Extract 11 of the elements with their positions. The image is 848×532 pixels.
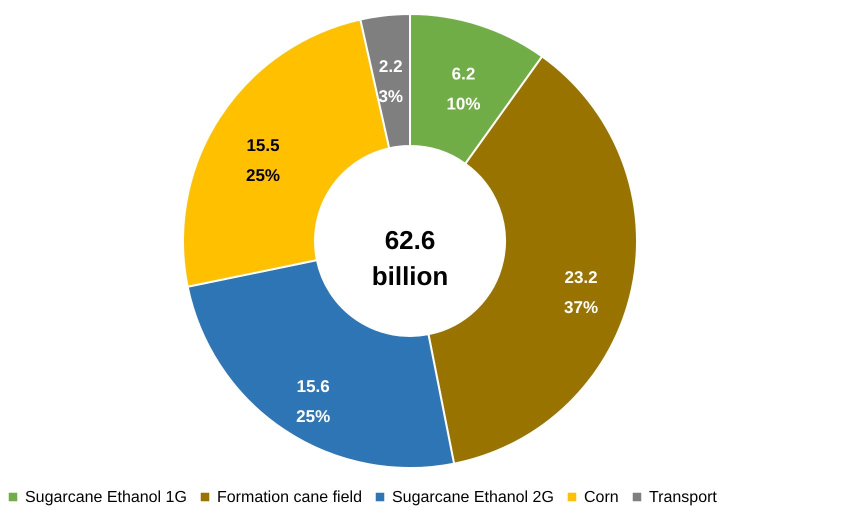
data-label: 15.5 25%: [246, 136, 280, 186]
data-label: 6.2 10%: [446, 64, 481, 114]
legend-label: Corn: [584, 489, 619, 506]
legend-label: Formation cane field: [217, 489, 362, 506]
legend-label: Sugarcane Ethanol 1G: [25, 489, 187, 506]
text: 62.6 billion: [372, 225, 448, 291]
data-label: 23.2 37%: [564, 268, 598, 317]
legend-label: Sugarcane Ethanol 2G: [392, 489, 554, 506]
legend-label: Transport: [649, 489, 718, 506]
data-label: 15.6 25%: [296, 376, 330, 426]
data-label: 2.2 3%: [378, 57, 404, 106]
